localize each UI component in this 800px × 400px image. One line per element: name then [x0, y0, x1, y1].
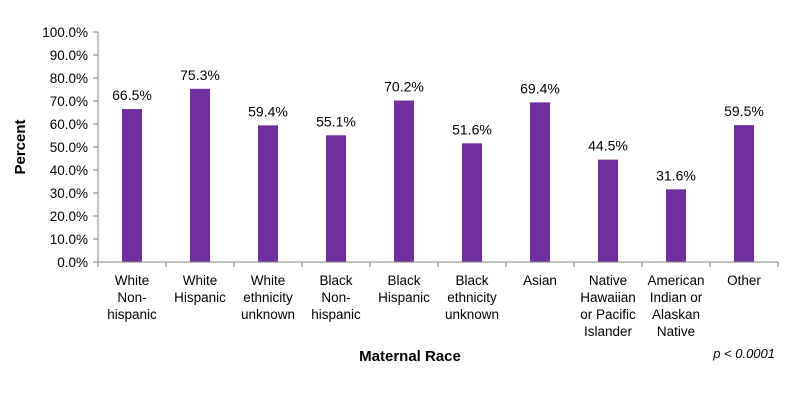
x-category-label: Asian: [523, 273, 557, 288]
y-tick-label: 60.0%: [50, 117, 88, 132]
bars: 66.5% 75.3% 59.4% 55.1% 70.2% 51.6% 69.4% 44.5%…: [112, 67, 764, 263]
x-category-label: White ethnicity unknown: [241, 273, 295, 322]
y-tick-label: 10.0%: [50, 232, 88, 247]
bar: [530, 102, 550, 262]
data-label: 59.5%: [724, 103, 764, 119]
bar: [122, 109, 142, 262]
y-tick-label: 30.0%: [50, 186, 88, 201]
y-tick-label: 20.0%: [50, 209, 88, 224]
x-category-label: Black Hispanic: [378, 273, 430, 305]
data-label: 55.1%: [316, 113, 356, 129]
x-axis-categories: White Non-hispanic White Hispanic White ethni…: [97, 262, 779, 339]
y-axis-ticks: 0.0% 10.0% 20.0% 30.0% 40.0% 50.0% 60.0% 70.0% 8…: [42, 25, 98, 270]
x-axis-title: Maternal Race: [359, 348, 461, 365]
x-category-label: American Indian or Alaskan Native: [647, 273, 704, 339]
bar: [326, 135, 346, 262]
x-category-label: Native Hawaiian or Pacific Islander: [580, 273, 636, 339]
x-category-label: Other: [727, 273, 761, 288]
bar: [734, 125, 754, 263]
data-label: 70.2%: [384, 79, 424, 95]
bar: [598, 159, 618, 262]
x-category-label: Black ethnicity unknown: [445, 273, 499, 322]
x-category-label: White Hispanic: [174, 273, 226, 305]
data-label: 59.4%: [248, 103, 288, 119]
bar: [394, 100, 414, 262]
p-value-annotation: p < 0.0001: [712, 346, 775, 361]
bar: [666, 189, 686, 262]
y-axis-title: Percent: [12, 119, 29, 174]
data-label: 31.6%: [656, 167, 696, 183]
y-tick-label: 80.0%: [50, 71, 88, 86]
y-tick-label: 50.0%: [50, 140, 88, 155]
y-tick-label: 70.0%: [50, 94, 88, 109]
y-tick-label: 0.0%: [57, 255, 88, 270]
x-category-label: White Non-hispanic: [107, 273, 157, 322]
data-label: 69.4%: [520, 80, 560, 96]
bar: [190, 88, 210, 262]
bar: [462, 143, 482, 262]
x-category-label: Black Non-hispanic: [311, 273, 361, 322]
y-tick-label: 40.0%: [50, 163, 88, 178]
data-label: 75.3%: [180, 67, 220, 83]
y-tick-label: 90.0%: [50, 48, 88, 63]
data-label: 51.6%: [452, 121, 492, 137]
y-tick-label: 100.0%: [42, 25, 88, 40]
data-label: 66.5%: [112, 87, 152, 103]
data-label: 44.5%: [588, 138, 628, 154]
bar: [258, 125, 278, 262]
